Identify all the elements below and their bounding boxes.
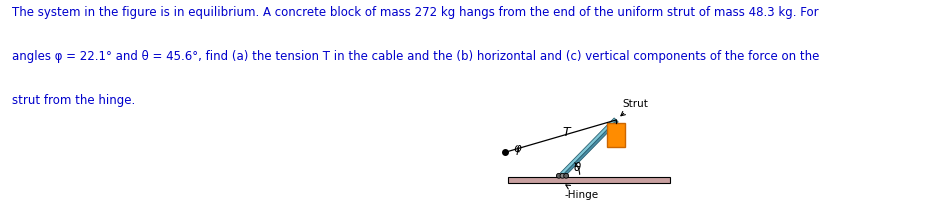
Polygon shape	[607, 123, 625, 147]
Circle shape	[563, 173, 569, 178]
Text: strut from the hinge.: strut from the hinge.	[12, 94, 136, 107]
Text: T: T	[562, 126, 570, 139]
Circle shape	[560, 173, 565, 178]
Text: Strut: Strut	[621, 99, 648, 116]
Text: φ: φ	[513, 142, 521, 155]
Text: θ: θ	[574, 161, 581, 174]
Circle shape	[557, 173, 561, 178]
Text: angles φ = 22.1° and θ = 45.6°, find (a) the tension T in the cable and the (b) : angles φ = 22.1° and θ = 45.6°, find (a)…	[12, 50, 820, 63]
Polygon shape	[562, 120, 618, 177]
Polygon shape	[560, 118, 616, 175]
Text: The system in the figure is in equilibrium. A concrete block of mass 272 kg hang: The system in the figure is in equilibri…	[12, 6, 819, 19]
Text: -Hinge: -Hinge	[564, 185, 598, 200]
Polygon shape	[508, 177, 670, 183]
